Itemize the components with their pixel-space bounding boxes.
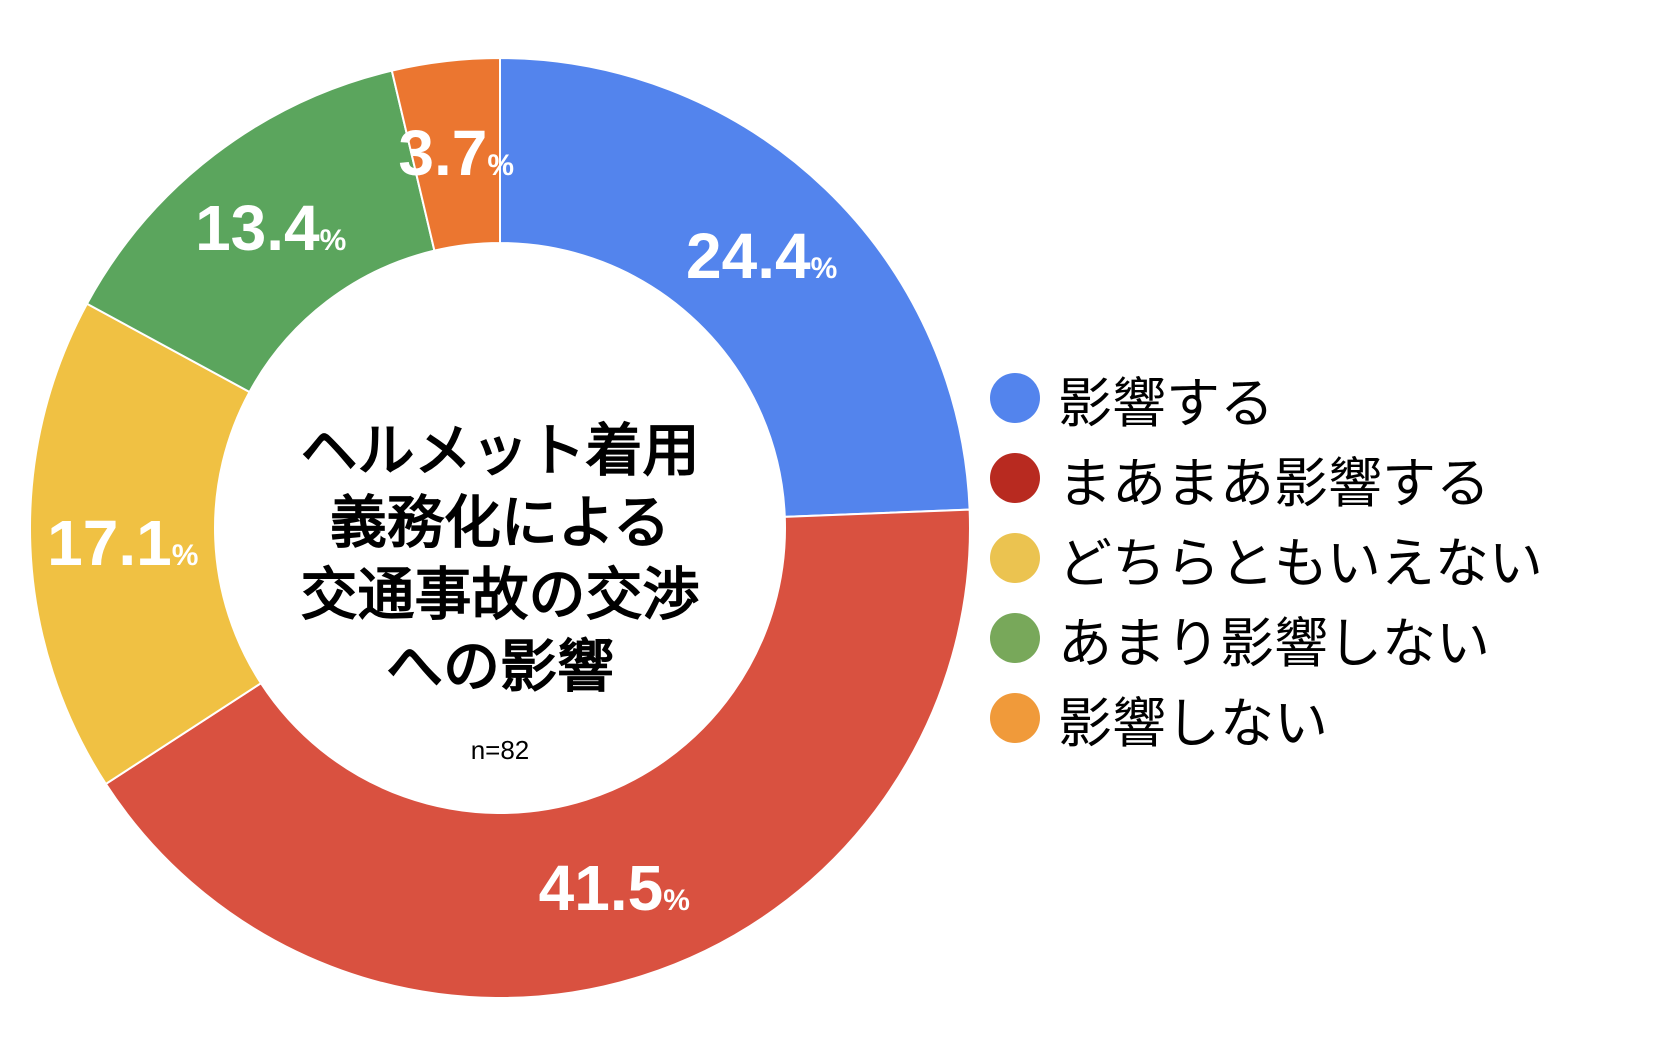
slice-dochira-tomo-ienai	[29, 302, 263, 786]
value-label-eikyo-suru: 24.4%	[686, 220, 837, 292]
value-label-amari-eikyo-shinai: 13.4%	[195, 192, 346, 264]
legend-item-eikyo-shinai: 影響しない	[990, 678, 1543, 758]
chart-slices	[29, 56, 971, 999]
legend-item-eikyo-suru: 影響する	[990, 358, 1543, 438]
legend-swatch-amari-eikyo-shinai	[990, 613, 1040, 663]
legend-label-eikyo-shinai: 影響しない	[1058, 691, 1328, 755]
slice-eikyo-suru	[499, 56, 971, 518]
value-label-dochira-tomo-ienai: 17.1%	[47, 507, 198, 579]
chart-value-labels: 24.4% 41.5% 17.1% 13.4% 3.7%	[47, 117, 837, 924]
legend-swatch-eikyo-suru	[990, 373, 1040, 423]
legend-item-amari-eikyo-shinai: あまり影響しない	[990, 598, 1543, 678]
chart-legend: 影響するまあまあ影響する どちらともいえない あまり影響しない 影響しない	[990, 358, 1543, 758]
legend-item-dochira-tomo-ienai: どちらともいえない	[990, 518, 1543, 598]
chart-title-line-2: 義務化による	[329, 490, 671, 556]
legend-label-amari-eikyo-shinai: あまり影響しない	[1058, 611, 1490, 675]
value-label-eikyo-shinai: 3.7%	[398, 117, 514, 189]
value-label-maamaa-eikyo-suru: 41.5%	[539, 852, 690, 924]
chart-title: ヘルメット着用 義務化による 交通事故の交渉 への影響	[250, 415, 750, 703]
legend-swatch-dochira-tomo-ienai	[990, 533, 1040, 583]
legend-label-eikyo-suru: 影響する	[1058, 371, 1274, 435]
slice-eikyo-shinai	[390, 56, 501, 252]
legend-swatch-maamaa-eikyo-suru	[990, 453, 1040, 503]
legend-swatch-eikyo-shinai	[990, 693, 1040, 743]
legend-label-dochira-tomo-ienai: どちらともいえない	[1058, 531, 1543, 595]
slice-maamaa-eikyo-suru	[104, 508, 971, 999]
legend-item-maamaa-eikyo-suru: まあまあ影響する	[990, 438, 1543, 518]
chart-title-line-1: ヘルメット着用	[300, 418, 700, 484]
chart-title-line-4: への影響	[386, 634, 614, 700]
legend-label-maamaa-eikyo-suru: まあまあ影響する	[1058, 451, 1490, 515]
sample-size-label: n=82	[470, 735, 530, 765]
chart-title-line-3: 交通事故の交渉	[300, 562, 700, 628]
